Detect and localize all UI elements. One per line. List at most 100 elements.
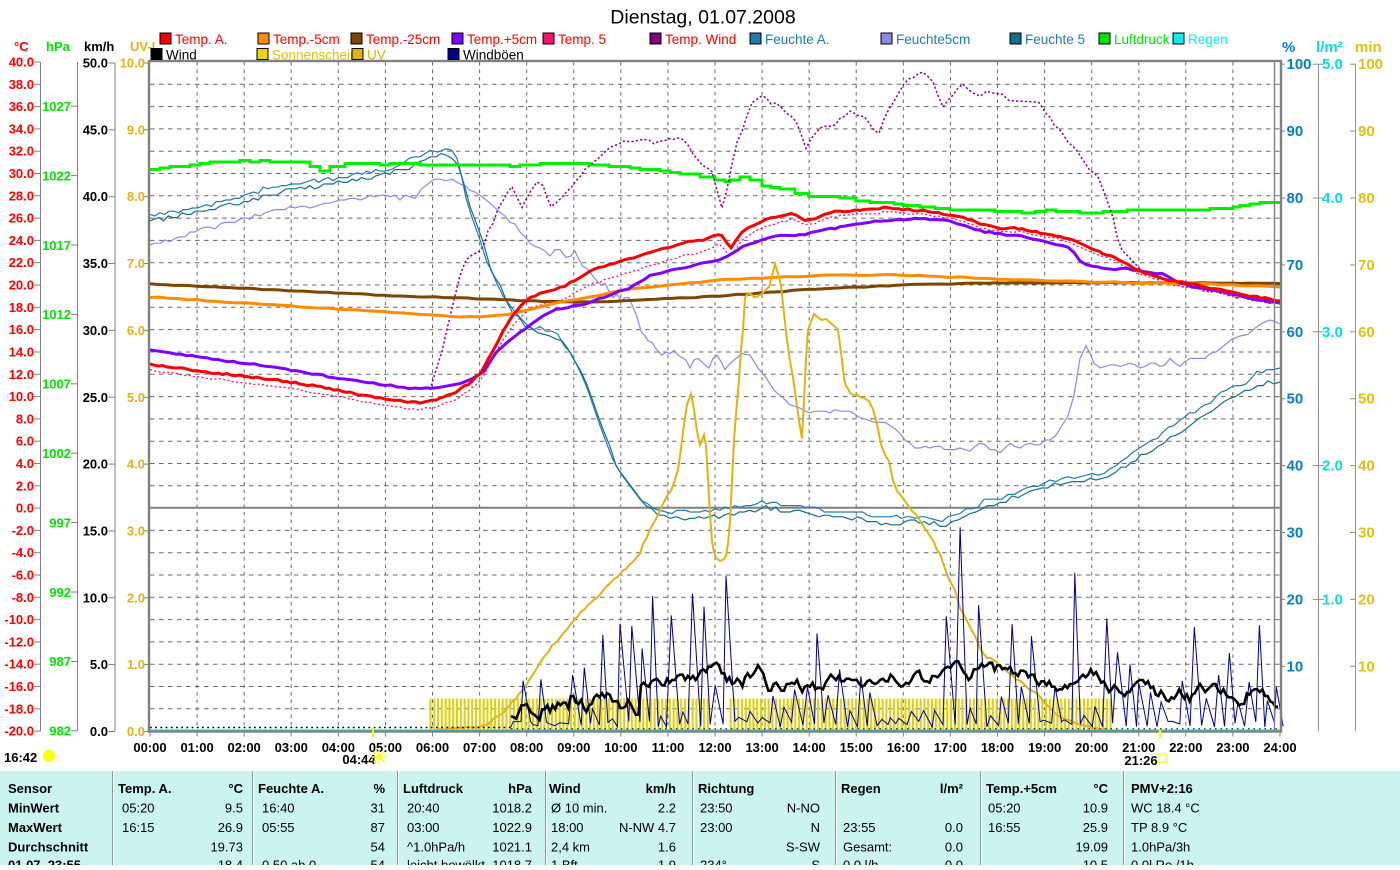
svg-text:l/m²: l/m² <box>940 781 964 796</box>
svg-text:00:00: 00:00 <box>133 740 166 755</box>
svg-text:14:00: 14:00 <box>793 740 826 755</box>
svg-text:Regen: Regen <box>1188 32 1228 47</box>
svg-text:40.0: 40.0 <box>9 55 34 70</box>
svg-text:Luftdruck: Luftdruck <box>403 781 464 796</box>
svg-text:18:00: 18:00 <box>981 740 1014 755</box>
svg-text:°C: °C <box>14 39 29 54</box>
svg-text:23:55: 23:55 <box>843 820 876 835</box>
svg-text:40.0: 40.0 <box>83 189 108 204</box>
svg-text:36.0: 36.0 <box>9 99 34 114</box>
svg-text:20: 20 <box>1358 591 1375 608</box>
svg-text:Temp. A.: Temp. A. <box>175 32 228 47</box>
svg-text:Wind: Wind <box>549 781 581 796</box>
svg-text:16.0: 16.0 <box>9 322 34 337</box>
svg-text:23:00: 23:00 <box>1216 740 1249 755</box>
svg-text:Sensor: Sensor <box>8 781 52 796</box>
svg-text:Temp.+5cm: Temp.+5cm <box>986 781 1057 796</box>
svg-text:54: 54 <box>371 840 385 855</box>
svg-text:10.9: 10.9 <box>1083 801 1108 816</box>
svg-text:Temp.-5cm: Temp.-5cm <box>273 32 340 47</box>
svg-text:30.0: 30.0 <box>9 166 34 181</box>
svg-text:14.0: 14.0 <box>9 344 34 359</box>
svg-text:03:00: 03:00 <box>407 820 440 835</box>
svg-text:2,4 km: 2,4 km <box>551 840 590 855</box>
svg-text:05:55: 05:55 <box>262 820 295 835</box>
svg-text:18.0: 18.0 <box>9 300 34 315</box>
svg-text:35.0: 35.0 <box>83 256 108 271</box>
svg-text:18.4: 18.4 <box>218 858 243 866</box>
svg-text:50: 50 <box>1358 391 1375 408</box>
svg-text:1012: 1012 <box>42 307 71 322</box>
svg-text:3.0: 3.0 <box>1322 324 1343 341</box>
svg-text:1.0hPa/3h: 1.0hPa/3h <box>1131 840 1190 855</box>
svg-text:1.9: 1.9 <box>658 858 676 866</box>
svg-text:20:40: 20:40 <box>407 801 440 816</box>
svg-text:70: 70 <box>1287 257 1304 274</box>
svg-text:Temp.+5cm: Temp.+5cm <box>467 32 537 47</box>
svg-text:40: 40 <box>1287 458 1304 475</box>
svg-text:Temp. Wind: Temp. Wind <box>665 32 736 47</box>
svg-text:1002: 1002 <box>42 446 71 461</box>
svg-text:10.5: 10.5 <box>1083 858 1108 866</box>
svg-text:%: % <box>1282 39 1295 56</box>
svg-text:5.0: 5.0 <box>1322 56 1343 73</box>
svg-text:26.9: 26.9 <box>218 820 243 835</box>
svg-text:10.0: 10.0 <box>120 56 145 71</box>
svg-text:20:00: 20:00 <box>1075 740 1108 755</box>
svg-text:TP 8.9 °C: TP 8.9 °C <box>1131 820 1187 835</box>
svg-text:08:00: 08:00 <box>510 740 543 755</box>
svg-text:1021.1: 1021.1 <box>492 840 532 855</box>
svg-text:4.0: 4.0 <box>127 457 145 472</box>
svg-text:90: 90 <box>1287 123 1304 140</box>
svg-text:982: 982 <box>49 724 71 739</box>
svg-text:0.0: 0.0 <box>945 840 963 855</box>
svg-text:-2.0: -2.0 <box>12 523 34 538</box>
svg-text:1017: 1017 <box>42 238 71 253</box>
svg-text:25.0: 25.0 <box>83 390 108 405</box>
svg-text:Luftdruck: Luftdruck <box>1114 32 1170 47</box>
svg-text:2.2: 2.2 <box>658 801 676 816</box>
svg-text:25.9: 25.9 <box>1083 820 1108 835</box>
svg-text:hPa: hPa <box>46 39 71 54</box>
svg-text:Temp. A.: Temp. A. <box>118 781 171 796</box>
svg-text:19.09: 19.09 <box>1075 840 1108 855</box>
svg-text:30: 30 <box>1287 525 1304 542</box>
svg-text:15.0: 15.0 <box>83 523 108 538</box>
svg-text:987: 987 <box>49 654 71 669</box>
svg-text:-4.0: -4.0 <box>12 545 34 560</box>
svg-text:MinWert: MinWert <box>8 801 60 816</box>
svg-text:^1.0hPa/h: ^1.0hPa/h <box>407 840 465 855</box>
svg-text:-18.0: -18.0 <box>4 701 34 716</box>
svg-text:234°: 234° <box>700 858 727 866</box>
svg-text:-20.0: -20.0 <box>4 724 34 739</box>
svg-text:10.0: 10.0 <box>9 389 34 404</box>
svg-text:10: 10 <box>1287 658 1304 675</box>
svg-text:-12.0: -12.0 <box>4 634 34 649</box>
svg-text:°C: °C <box>228 781 243 796</box>
svg-text:16:00: 16:00 <box>887 740 920 755</box>
svg-text:2.0: 2.0 <box>1322 458 1343 475</box>
svg-text:l/m²: l/m² <box>1316 39 1343 56</box>
svg-text:N-NW 4.7: N-NW 4.7 <box>619 820 676 835</box>
svg-text:min: min <box>1355 39 1382 56</box>
svg-text:16:40: 16:40 <box>262 801 295 816</box>
svg-text:05:00: 05:00 <box>369 740 402 755</box>
svg-text:WC 18.4 °C: WC 18.4 °C <box>1131 801 1200 816</box>
svg-text:11:00: 11:00 <box>652 740 685 755</box>
svg-text:20.0: 20.0 <box>83 457 108 472</box>
svg-text:16:15: 16:15 <box>122 820 155 835</box>
svg-text:hPa: hPa <box>508 781 533 796</box>
svg-text:50.0: 50.0 <box>83 56 108 71</box>
svg-text:100: 100 <box>1287 56 1312 73</box>
svg-text:60: 60 <box>1287 324 1304 341</box>
svg-text:3.0: 3.0 <box>127 523 145 538</box>
svg-text:0.0 l/h: 0.0 l/h <box>843 858 878 866</box>
svg-text:Feuchte A.: Feuchte A. <box>258 781 324 796</box>
svg-text:01:00: 01:00 <box>180 740 213 755</box>
svg-text:26.0: 26.0 <box>9 211 34 226</box>
svg-text:30.0: 30.0 <box>83 323 108 338</box>
svg-text:-8.0: -8.0 <box>12 590 34 605</box>
svg-text:UV-I: UV-I <box>130 39 155 54</box>
svg-text:34.0: 34.0 <box>9 121 34 136</box>
svg-text:32.0: 32.0 <box>9 144 34 159</box>
